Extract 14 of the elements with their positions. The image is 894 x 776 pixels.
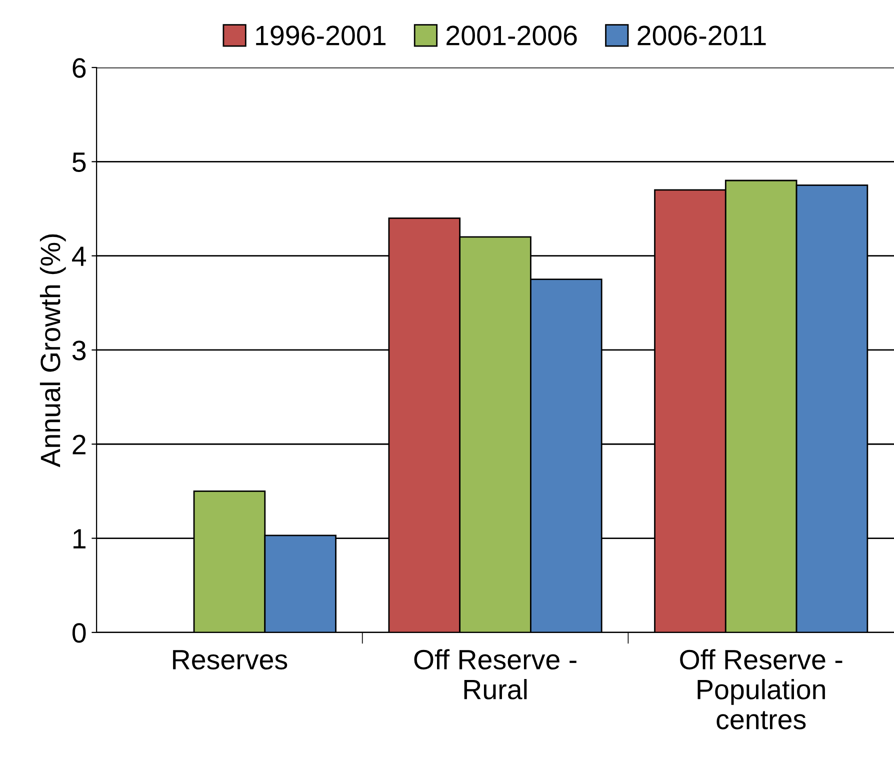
x-tick-label: Reserves <box>173 650 288 670</box>
y-tick-label: 2 <box>72 434 86 454</box>
y-tick-label: 4 <box>72 246 86 266</box>
legend-label: 2001-2006 <box>446 26 577 46</box>
y-axis-title: Annual Growth (%) <box>40 234 66 468</box>
y-tick-label: 0 <box>72 623 86 643</box>
y-tick-label: 6 <box>72 58 86 78</box>
x-tick-label: Off Reserve - Rural <box>414 649 576 700</box>
legend-label: 2006-2011 <box>638 26 766 46</box>
y-tick-label: 3 <box>72 340 86 360</box>
y-tick-label: 5 <box>72 152 86 172</box>
legend-label: 1996-2001 <box>256 26 386 46</box>
y-tick-label: 1 <box>74 529 86 548</box>
x-tick-label: Off Reserve - Population centres <box>680 649 842 730</box>
